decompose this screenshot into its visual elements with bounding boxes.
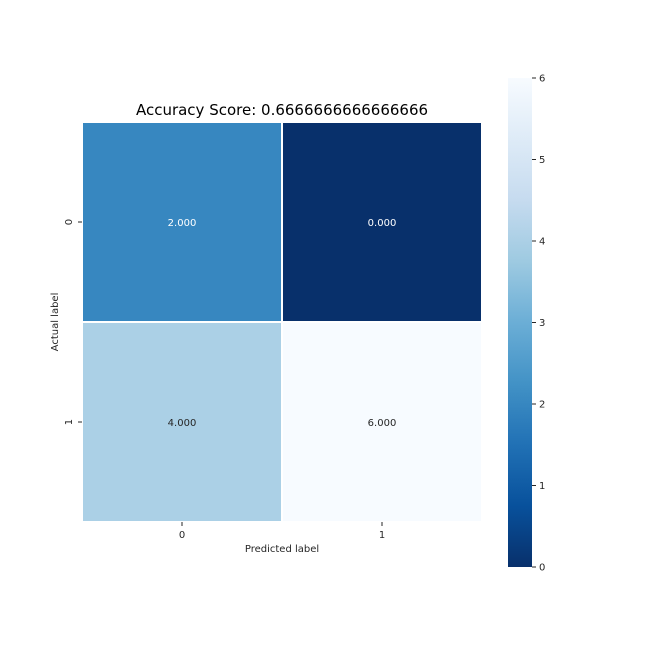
heatmap-cell-r0-c0 <box>81 121 283 323</box>
heatmap-cell-label-r1-c0: 4.000 <box>168 418 197 429</box>
heatmap-cell-label-r0-c0: 2.000 <box>168 218 197 229</box>
colorbar <box>508 78 532 567</box>
heatmap-cell-r1-c0 <box>81 321 283 523</box>
colorbar-tick-label-0: 0 <box>539 563 545 574</box>
colorbar-tick-label-2: 2 <box>539 400 545 411</box>
colorbar-tick-label-1: 1 <box>539 481 545 492</box>
y-axis-ticks: 01 <box>64 219 82 425</box>
y-tick-label-1: 1 <box>64 419 75 425</box>
heatmap-cell-r0-c1 <box>281 121 483 323</box>
colorbar-ticks: 0 1 2 3 4 5 6 <box>532 74 545 574</box>
colorbar-tick-label-5: 5 <box>539 155 545 166</box>
chart-title: Accuracy Score: 0.6666666666666666 <box>136 101 428 119</box>
colorbar-tick-label-4: 4 <box>539 237 545 248</box>
colorbar-tick-label-3: 3 <box>539 318 545 329</box>
heatmap-cell-label-r1-c1: 6.000 <box>368 418 397 429</box>
colorbar-tick-label-6: 6 <box>539 74 545 85</box>
x-tick-label-0: 0 <box>179 530 185 541</box>
x-tick-label-1: 1 <box>379 530 385 541</box>
heatmap-cell-r1-c1 <box>281 321 483 523</box>
y-tick-label-0: 0 <box>64 219 75 225</box>
x-axis-label: Predicted label <box>245 544 319 555</box>
y-axis-label: Actual label <box>50 293 61 352</box>
heatmap-cell-label-r0-c1: 0.000 <box>368 218 397 229</box>
heatmap-cells: 2.000 0.000 4.000 6.000 <box>81 121 483 523</box>
